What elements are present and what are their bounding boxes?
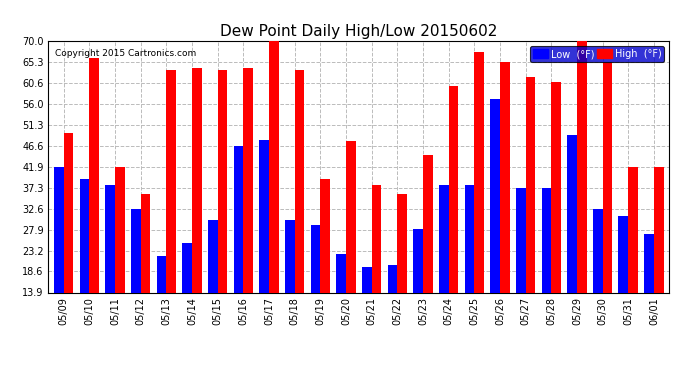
Bar: [166, 70, 176, 355]
Bar: [90, 58, 99, 355]
Bar: [192, 68, 201, 355]
Bar: [295, 70, 304, 355]
Bar: [577, 41, 586, 355]
Bar: [618, 216, 628, 355]
Bar: [500, 62, 510, 355]
Bar: [141, 194, 150, 355]
Bar: [474, 53, 484, 355]
Bar: [115, 166, 125, 355]
Bar: [644, 234, 654, 355]
Bar: [217, 70, 228, 355]
Bar: [423, 156, 433, 355]
Bar: [346, 141, 356, 355]
Bar: [372, 184, 382, 355]
Bar: [208, 220, 217, 355]
Bar: [448, 86, 458, 355]
Bar: [336, 254, 346, 355]
Text: Copyright 2015 Cartronics.com: Copyright 2015 Cartronics.com: [55, 49, 196, 58]
Bar: [362, 267, 372, 355]
Bar: [654, 167, 664, 355]
Legend: Low  (°F), High  (°F): Low (°F), High (°F): [531, 46, 664, 62]
Bar: [182, 243, 192, 355]
Bar: [602, 62, 612, 355]
Bar: [157, 256, 166, 355]
Bar: [542, 188, 551, 355]
Bar: [516, 188, 526, 355]
Bar: [439, 184, 449, 355]
Bar: [320, 179, 330, 355]
Bar: [54, 167, 63, 355]
Bar: [131, 209, 141, 355]
Bar: [490, 99, 500, 355]
Bar: [526, 77, 535, 355]
Bar: [285, 220, 295, 355]
Bar: [464, 184, 474, 355]
Bar: [63, 133, 73, 355]
Bar: [79, 179, 90, 355]
Bar: [234, 146, 244, 355]
Bar: [244, 68, 253, 355]
Bar: [397, 194, 407, 355]
Bar: [593, 209, 602, 355]
Bar: [551, 81, 561, 355]
Bar: [567, 135, 577, 355]
Bar: [259, 140, 269, 355]
Bar: [269, 37, 279, 355]
Bar: [628, 167, 638, 355]
Bar: [310, 225, 320, 355]
Bar: [388, 265, 397, 355]
Bar: [106, 184, 115, 355]
Title: Dew Point Daily High/Low 20150602: Dew Point Daily High/Low 20150602: [220, 24, 497, 39]
Bar: [413, 230, 423, 355]
